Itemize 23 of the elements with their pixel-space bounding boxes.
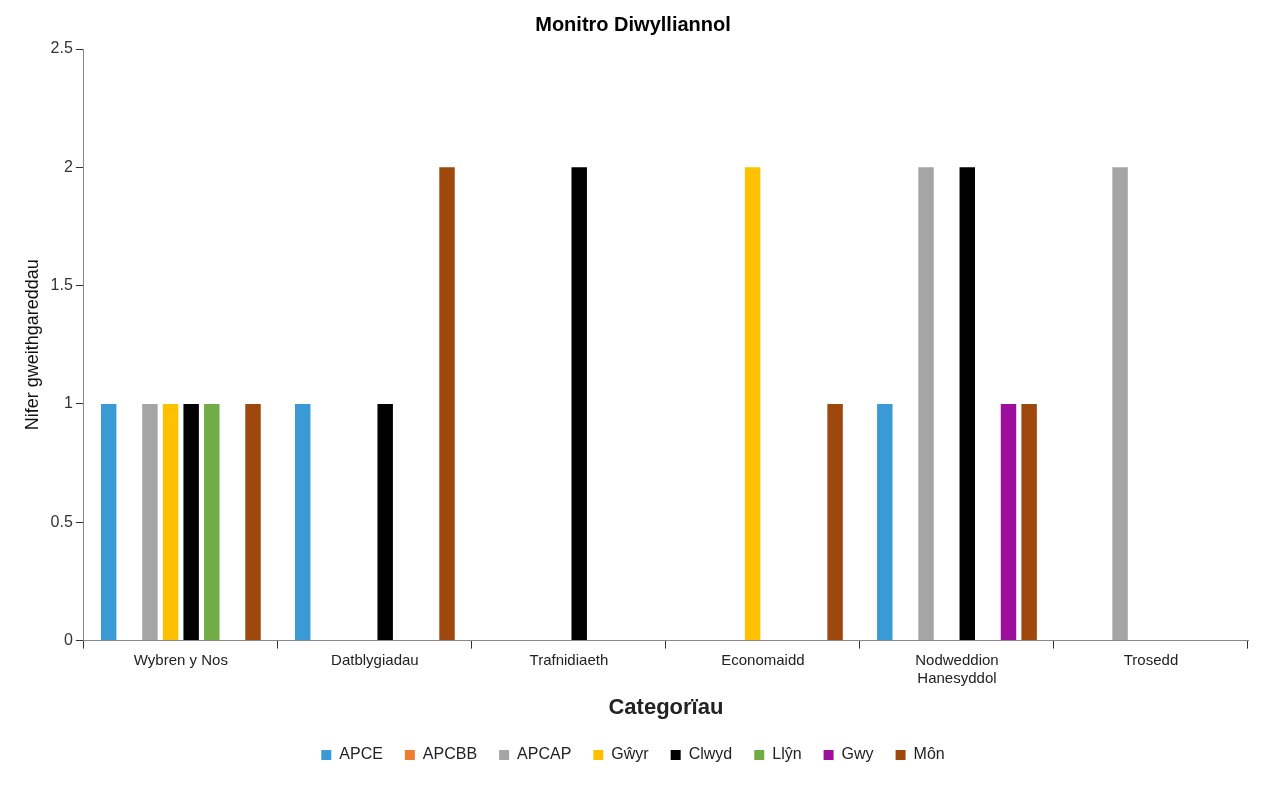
legend-label: Clwyd xyxy=(688,745,733,763)
y-tick-label: 1.5 xyxy=(50,276,73,294)
y-tick-label: 2.5 xyxy=(50,39,73,57)
y-tick-label: 0.5 xyxy=(50,512,73,530)
legend-label: Gwy xyxy=(841,745,874,763)
legend-label: APCAP xyxy=(517,745,572,763)
x-tick-label: Nodweddion Hanesyddol xyxy=(915,650,999,686)
legend-label: APCBB xyxy=(422,745,478,763)
x-tick-label: Economaidd xyxy=(721,650,805,668)
x-tick-label: Trosedd xyxy=(1123,650,1179,668)
chart-title: Monitro Diwylliannol xyxy=(535,12,731,35)
y-tick-label: 1 xyxy=(63,394,73,412)
legend-label: Gŵyr xyxy=(611,745,650,763)
legend-label: Môn xyxy=(913,745,945,763)
x-tick-label: Trafnidiaeth xyxy=(529,650,609,668)
x-tick-label: Datblygiadau xyxy=(331,650,419,668)
y-axis-title: Nifer gweithgareddau xyxy=(21,259,42,431)
y-tick-label: 2 xyxy=(63,157,73,175)
legend-label: Llŷn xyxy=(772,745,802,763)
x-tick-label: Wybren y Nos xyxy=(133,650,228,668)
y-tick-label: 0 xyxy=(63,631,73,649)
legend-label: APCE xyxy=(339,745,383,763)
x-axis-title: Categorïau xyxy=(608,693,724,719)
